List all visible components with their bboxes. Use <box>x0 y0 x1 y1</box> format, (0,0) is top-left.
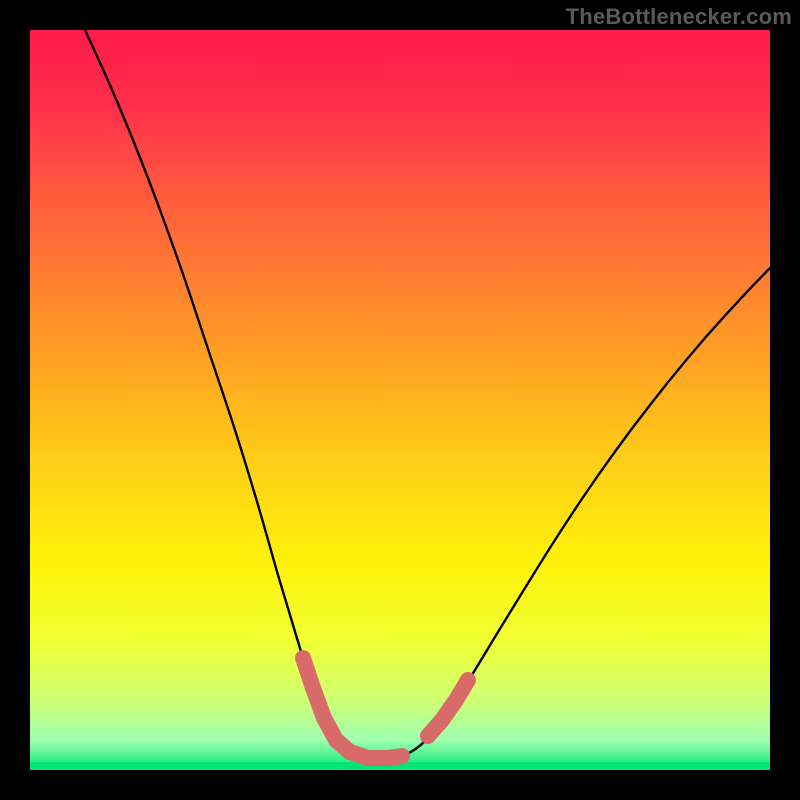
highlight-segment <box>388 756 402 758</box>
plot-area <box>30 30 770 770</box>
chart-frame: TheBottlenecker.com <box>0 0 800 800</box>
highlight-segment <box>456 680 468 700</box>
bottleneck-curve-chart <box>30 30 770 770</box>
watermark-text: TheBottlenecker.com <box>566 4 792 30</box>
gradient-background <box>30 30 770 770</box>
